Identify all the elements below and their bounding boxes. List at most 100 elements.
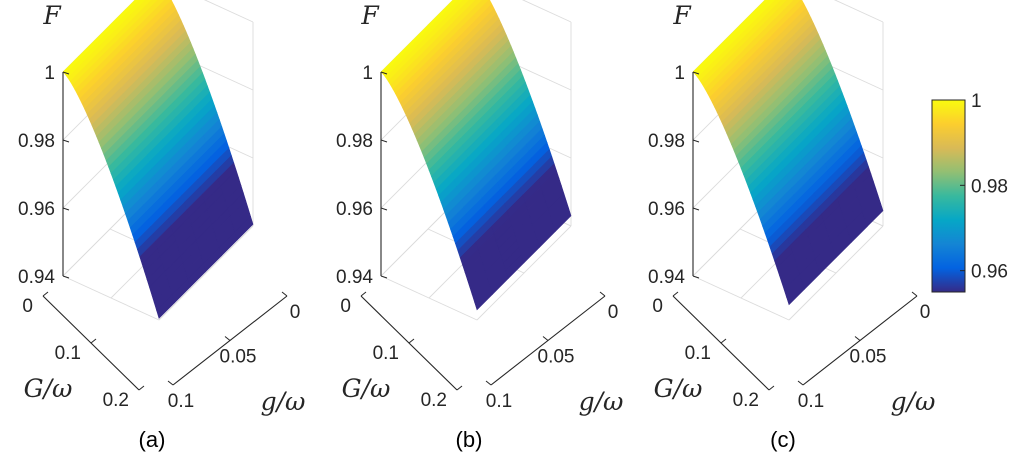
surface-patch — [445, 0, 464, 16]
panel-label: (a) — [139, 427, 166, 452]
x-tick-label: 0.05 — [538, 347, 575, 368]
y-tick-mark — [408, 338, 415, 344]
z-tick-label: 0.98 — [648, 131, 685, 152]
y-tick-label: 0.2 — [421, 390, 447, 411]
z-tick-mark — [692, 275, 700, 279]
surface-patch — [776, 0, 782, 4]
y-tick-label: 0.1 — [685, 343, 711, 364]
panel-b: 0.94 0.96 0.98 1 0 0.1 0.2 0.1 0.05 0 F G/ω g/ω (b) — [336, 0, 623, 452]
surface-patch — [470, 0, 490, 16]
grid-line — [476, 225, 572, 321]
x-tick-mark — [485, 380, 492, 386]
surface — [62, 0, 254, 319]
z-tick-mark — [380, 275, 388, 279]
x-tick-label: 0.05 — [220, 347, 257, 368]
y-axis-label: G/ω — [24, 374, 73, 403]
y-tick-label: 0 — [340, 296, 351, 317]
z-axis-label: F — [360, 1, 380, 30]
x-tick-label: 0 — [920, 302, 931, 323]
x-tick-label: 0.1 — [486, 391, 512, 412]
y-tick-mark — [672, 291, 679, 297]
surface-patch — [464, 0, 470, 4]
surface-patch — [782, 0, 801, 16]
x-tick-mark — [854, 336, 861, 341]
z-tick-label: 0.98 — [18, 131, 55, 152]
surface-patch — [146, 0, 153, 4]
x-tick-mark — [542, 336, 549, 341]
surface-patch — [466, 0, 477, 8]
surface-patch — [757, 0, 776, 16]
x-tick-mark — [224, 336, 231, 341]
z-tick-mark — [62, 71, 70, 75]
z-tick-label: 0.94 — [18, 267, 55, 288]
colorbar-tick-label: 0.96 — [971, 262, 1008, 283]
z-tick-mark — [692, 71, 700, 75]
x-tick-label: 0.1 — [168, 391, 194, 412]
z-tick-mark — [380, 71, 388, 75]
y-tick-mark — [90, 338, 97, 344]
surface-patch — [150, 0, 166, 12]
surface-patch — [125, 0, 141, 13]
surface-patch — [778, 0, 788, 7]
grid-line — [833, 0, 884, 23]
z-tick-label: 1 — [44, 63, 55, 84]
surface-patch — [864, 202, 884, 227]
z-tick-label: 1 — [674, 63, 685, 84]
y-tick-mark — [360, 291, 367, 297]
colorbar: 0.96 0.98 1 — [931, 91, 1008, 293]
y-tick-label: 0.2 — [733, 390, 759, 411]
surface-patch — [780, 0, 795, 12]
panel-label: (b) — [456, 427, 483, 452]
x-tick-mark — [167, 380, 174, 386]
y-tick-label: 0.1 — [373, 343, 399, 364]
z-tick-mark — [62, 275, 70, 279]
surface-patch — [443, 0, 459, 13]
z-tick-mark — [62, 139, 70, 143]
y-tick-mark — [768, 385, 775, 391]
surface — [380, 0, 572, 311]
surface-patch — [234, 215, 254, 241]
surface-patch — [148, 0, 159, 8]
z-tick-label: 0.96 — [18, 199, 55, 220]
y-tick-mark — [138, 385, 145, 391]
x-tick-label: 0 — [608, 302, 619, 323]
y-tick-label: 0 — [22, 296, 33, 317]
x-tick-mark — [797, 380, 804, 386]
colorbar-tick-label: 1 — [971, 91, 982, 112]
z-tick-label: 0.94 — [336, 267, 373, 288]
y-axis-label: G/ω — [342, 374, 391, 403]
z-tick-label: 0.96 — [648, 199, 685, 220]
x-tick-label: 0.1 — [798, 391, 824, 412]
x-tick-mark — [911, 291, 918, 297]
surface-patch — [127, 0, 146, 16]
grid-line — [788, 225, 884, 321]
colorbar-tick-label: 0.98 — [971, 176, 1008, 197]
colorbar-gradient — [931, 99, 966, 293]
grid-line — [203, 0, 254, 23]
z-tick-label: 1 — [362, 63, 373, 84]
y-tick-label: 0 — [652, 296, 663, 317]
panel-c: 0.94 0.96 0.98 1 0 0.1 0.2 0.1 0.05 0 F G/ω g/ω (c) — [648, 0, 935, 452]
z-tick-mark — [62, 207, 70, 211]
x-tick-mark — [281, 291, 288, 297]
y-axis-label: G/ω — [654, 374, 703, 403]
y-tick-mark — [720, 338, 727, 344]
x-tick-label: 0 — [290, 302, 301, 323]
panel-label: (c) — [770, 427, 796, 452]
x-tick-mark — [599, 291, 606, 297]
x-axis-label: g/ω — [261, 387, 306, 416]
y-tick-mark — [456, 385, 463, 391]
z-tick-mark — [380, 207, 388, 211]
y-tick-mark — [42, 291, 49, 297]
z-axis-label: F — [672, 1, 692, 30]
surface-patch — [468, 0, 483, 12]
x-tick-label: 0.05 — [850, 347, 887, 368]
x-axis-label: g/ω — [891, 387, 936, 416]
surface-patch — [755, 0, 771, 13]
z-tick-mark — [692, 207, 700, 211]
z-tick-label: 0.98 — [336, 131, 373, 152]
panel-a: 0.94 0.96 0.98 1 0 0.1 0.2 0.1 0.05 0 F G/ω g/ω (a) — [18, 0, 305, 452]
z-tick-mark — [380, 139, 388, 143]
z-axis-label: F — [42, 1, 62, 30]
